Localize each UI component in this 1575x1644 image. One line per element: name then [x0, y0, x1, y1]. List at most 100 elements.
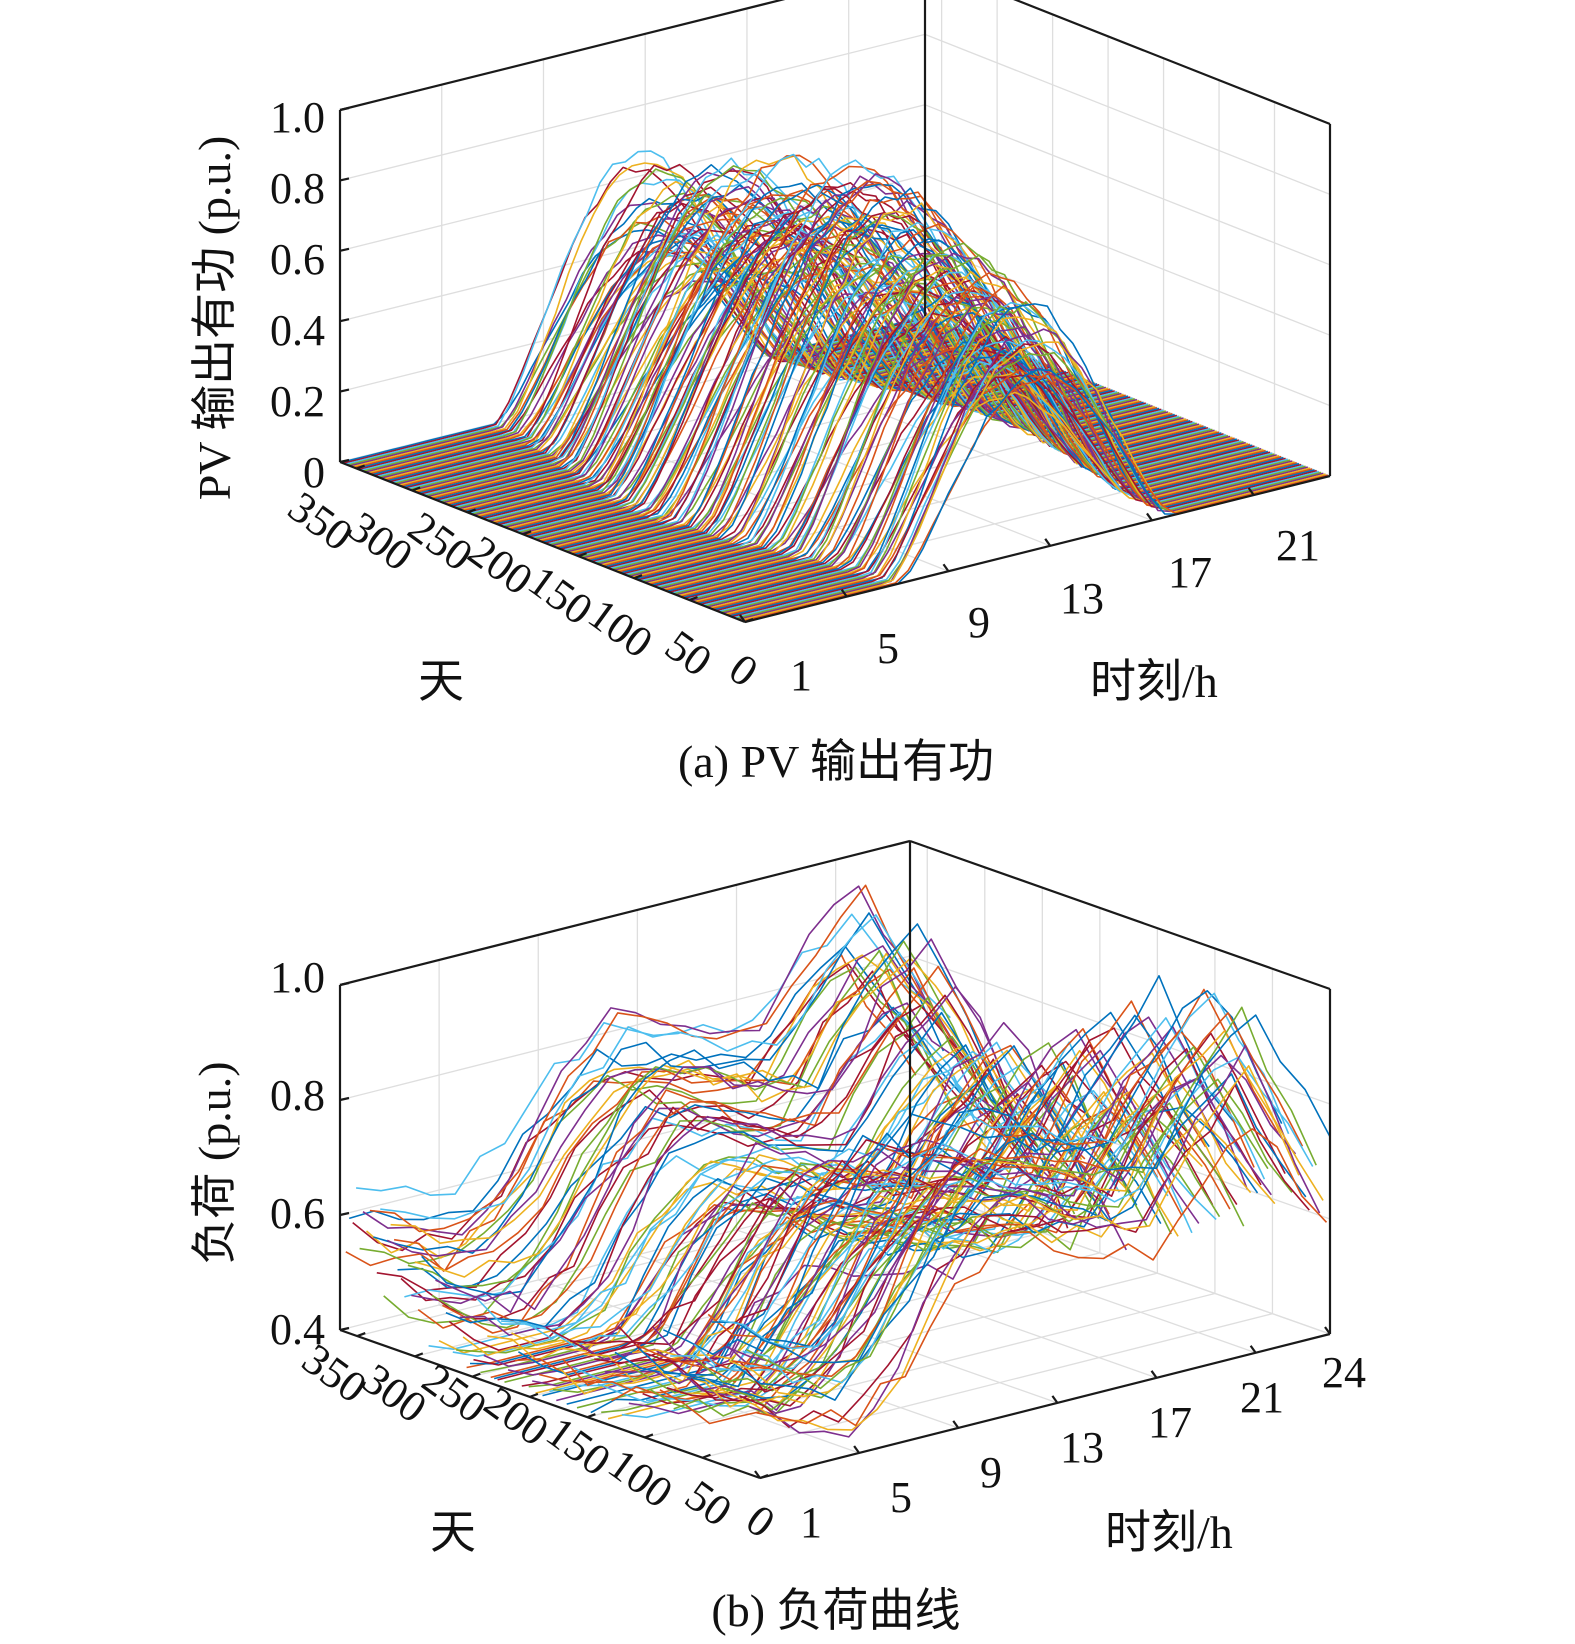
chart-b-box-edge	[909, 839, 1331, 991]
chart-b-series-line	[376, 970, 948, 1292]
chart-b-axes	[338, 839, 1332, 1480]
chart-a-x-tickmark	[942, 563, 950, 572]
chart-a-z-tick: 0	[303, 448, 325, 497]
chart-b-series-line	[704, 1118, 1276, 1406]
chart-a-z-tickmark	[339, 388, 350, 393]
chart-a-grid-z	[924, 244, 1331, 407]
chart-a-series-line	[385, 241, 971, 481]
chart-a-series-line	[698, 349, 1284, 605]
chart-b-series-line	[407, 940, 979, 1288]
chart-a-series-line	[420, 228, 1007, 495]
chart-b-series-line	[414, 957, 986, 1278]
chart-b-series-line	[369, 884, 941, 1233]
chart-a-series-line	[622, 274, 1209, 575]
chart-a-series-line	[727, 368, 1313, 616]
chart-a-series-line	[707, 325, 1293, 608]
chart-b-z-tick: 1.0	[270, 953, 325, 1002]
chart-b-y-tickmark	[587, 1413, 596, 1419]
chart-b-zlabel: 负荷 (p.u.)	[189, 1061, 240, 1264]
chart-b-axis-y	[339, 1328, 761, 1480]
chart-b-y-tick: 50	[676, 1471, 740, 1537]
chart-a-x-tick: 9	[968, 598, 990, 647]
chart-b-series-line	[738, 1083, 1310, 1428]
chart-b-series-line	[711, 989, 1283, 1348]
chart-a-z-tick: 1.0	[270, 93, 325, 142]
chart-a-series-line	[724, 316, 1311, 615]
chart-a-series-line	[742, 372, 1328, 622]
chart-a-series-line	[582, 173, 1169, 559]
chart-a-series-line	[656, 271, 1242, 588]
chart-b-series-line	[580, 1028, 1152, 1368]
chart-a-series-line	[403, 193, 989, 488]
chart-b-series-line	[701, 1077, 1272, 1414]
chart-a-series-line	[691, 302, 1277, 602]
chart-b-series-line	[718, 992, 1290, 1350]
chart-a-series-line	[667, 311, 1253, 593]
chart-a-series-line	[352, 162, 938, 468]
chart-b-series-line	[501, 1041, 1072, 1339]
chart-b-series-line	[583, 1049, 1155, 1383]
chart-a-z-tickmark	[339, 106, 350, 112]
chart-b-series-line	[611, 1107, 1183, 1402]
chart-b-y-tickmark	[529, 1392, 539, 1398]
chart-b-x-tick: 13	[1060, 1423, 1104, 1472]
chart-a-y-tickmark	[578, 552, 587, 558]
chart-b-series-line	[459, 985, 1031, 1336]
chart-b-series-line	[452, 1073, 1024, 1357]
chart-b-y-tickmark	[356, 1332, 366, 1338]
chart-b-ylabel: 天	[430, 1507, 476, 1558]
chart-a-z-tickmark	[339, 177, 350, 182]
chart-a-y-tickmark	[467, 508, 476, 514]
chart-b-grid-h	[909, 1185, 1331, 1335]
chart-b-z-tick: 0.6	[270, 1189, 325, 1238]
chart-b-series-line	[659, 1095, 1231, 1425]
chart-a-box-edge	[339, 0, 786, 112]
chart-b-xlabel: 时刻/h	[1105, 1507, 1233, 1558]
chart-a-series-line	[660, 252, 1246, 590]
chart-a-curves	[340, 150, 1331, 623]
chart-a-ylabel: 天	[418, 656, 464, 707]
chart-b-series-line	[728, 1030, 1300, 1398]
chart-b-y-tickmark	[414, 1352, 424, 1358]
chart-b-curves	[345, 884, 1331, 1438]
chart-a-x-tickmark	[1146, 512, 1153, 522]
chart-b-series-line	[525, 1063, 1096, 1348]
chart-a-series-line	[729, 303, 1315, 617]
chart-a-x-tick: 1	[790, 651, 812, 700]
chart-a-series-line	[702, 340, 1288, 607]
chart-b-grid-d	[472, 1231, 1043, 1378]
chart-b-y-tickmark	[471, 1372, 481, 1378]
chart-a-series-line	[591, 211, 1178, 563]
chart-b-x-tick: 17	[1148, 1398, 1192, 1447]
chart-b-x-tickmark	[1150, 1370, 1158, 1379]
chart-b-series-line	[469, 1044, 1041, 1365]
chart-b-series-line	[752, 1065, 1324, 1431]
chart-a-grid-z	[924, 104, 1331, 266]
chart-b-z-tick: 0.4	[270, 1305, 325, 1354]
chart-a-series-line	[740, 341, 1326, 621]
chart-b-series-line	[732, 1012, 1304, 1377]
chart-b-series-line	[635, 1000, 1207, 1383]
chart-a-series-line	[676, 295, 1262, 596]
chart-a-z-tick: 0.8	[270, 164, 325, 213]
chart-a-y-tick: 50	[656, 621, 720, 687]
chart-b-series-line	[707, 988, 1279, 1350]
chart-b-series-line	[504, 1085, 1076, 1383]
chart-a-series-line	[709, 391, 1295, 609]
chart-a-y-tickmark	[633, 574, 643, 580]
chart-a-z-tick: 0.4	[270, 306, 325, 355]
chart-a-grid-z	[924, 33, 1331, 196]
chart-a-series-line	[649, 281, 1235, 586]
chart-a-series-line	[713, 306, 1300, 611]
chart-a-series-line	[733, 339, 1320, 619]
chart-a-x-tick: 17	[1168, 548, 1212, 597]
chart-b-grid-d	[644, 1292, 1216, 1439]
chart-b-series-line	[411, 1002, 983, 1314]
chart-a-series-line	[653, 270, 1240, 587]
chart-a-xlabel: 时刻/h	[1090, 656, 1218, 707]
chart-a-axis-x	[744, 474, 1331, 624]
chart-b-x-tickmark	[1249, 1345, 1257, 1354]
chart-b-x-tickmark	[1051, 1395, 1059, 1404]
chart-a-series-line	[722, 358, 1308, 614]
